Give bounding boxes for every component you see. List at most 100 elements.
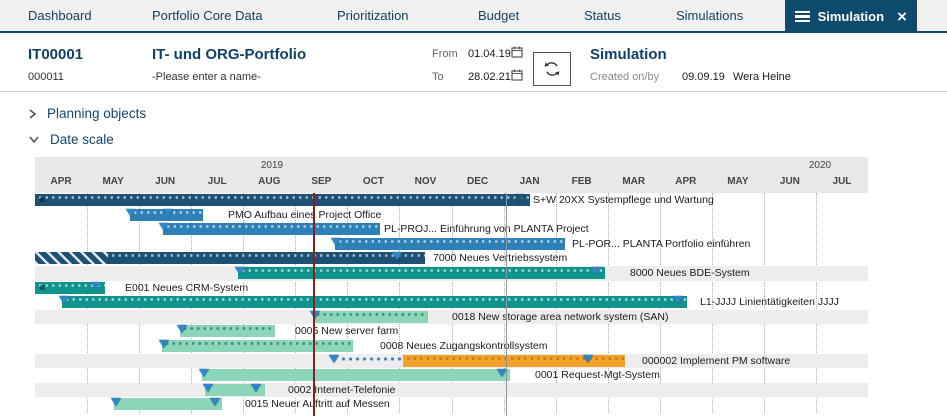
milestone-marker[interactable] [591,267,601,275]
milestone-marker[interactable] [497,369,507,378]
milestone-marker[interactable] [163,208,173,217]
gantt-bar[interactable] [313,310,428,323]
gantt-row: 0015 Neuer Auftritt auf Messen [35,397,868,412]
tab-simulation[interactable]: Simulation [785,0,917,33]
portfolio-name-placeholder[interactable]: -Please enter a name- [152,71,261,83]
month-label: JUL [207,176,227,187]
milestone-marker[interactable] [235,267,245,275]
gantt-bar[interactable] [340,354,403,367]
gantt-bar[interactable] [35,281,105,294]
gantt-row: 0005 New server farm [35,324,868,339]
milestone-marker[interactable] [59,296,69,305]
nav-items: Dashboard Portfolio Core Data Prioritizati… [0,0,785,33]
gantt-bar[interactable] [162,340,353,352]
gantt-bar[interactable] [114,398,222,411]
month-label: AUG [258,176,281,187]
bar-label: S+W 20XX Systempflege und Wartung [533,194,714,206]
bar-label: PL-PROJ... Einführung von PLANTA Project [384,223,589,236]
nav-item-prioritization[interactable]: Prioritization [337,8,409,23]
month-label: FEB [571,176,592,187]
month-label: JUN [779,176,800,187]
milestone-marker[interactable] [126,208,136,217]
bar-label: 7000 Neues Vertriebssystem [433,252,568,265]
bar-label: 0018 New storage area network system (SA… [452,310,669,323]
nav-item-portfolio-core-data[interactable]: Portfolio Core Data [152,8,263,23]
milestone-marker[interactable] [329,354,339,363]
milestone-marker[interactable] [159,223,169,232]
to-date-field[interactable]: 28.02.21 [468,71,511,83]
nav-item-dashboard[interactable]: Dashboard [28,8,92,23]
month-label: OCT [362,176,384,187]
gantt-row: 000002 Implement PM software [35,353,868,369]
created-label: Created on/by [590,71,660,83]
gantt-row: PL-PROJ... Einführung von PLANTA Project [35,222,868,237]
gantt-bar[interactable] [35,252,108,265]
nav-item-status[interactable]: Status [584,8,621,23]
gantt-bar[interactable] [35,194,530,206]
month-label: JAN [519,176,540,187]
gantt-bar[interactable] [62,296,687,309]
portfolio-code: 000011 [28,71,64,83]
gantt-bar[interactable] [108,252,425,265]
gantt-row: L1-JJJJ Linientätigkeiten JJJJ [35,295,868,310]
menu-icon[interactable] [795,11,810,22]
milestone-marker[interactable] [177,325,187,334]
month-gridline [711,193,713,413]
gantt-row: 0001 Request-Mgt-System [35,368,868,383]
gantt-bar[interactable] [403,354,625,367]
close-icon[interactable] [897,11,907,22]
clipped-bar-indicator: « [39,279,46,294]
gantt-row: 0008 Neues Zugangskontrollsystem [35,339,868,354]
calendar-icon[interactable] [511,69,523,81]
bar-label: 0001 Request-Mgt-System [535,369,660,382]
milestone-marker[interactable] [210,398,220,407]
milestone-marker[interactable] [331,237,341,246]
refresh-button[interactable] [533,52,571,86]
chevron-right-icon [29,108,37,119]
created-date: 09.09.19 [682,71,725,83]
gantt-bar[interactable] [238,267,605,279]
month-label: APR [50,176,72,187]
created-by: Wera Heine [733,71,791,83]
nav-item-simulations[interactable]: Simulations [676,8,744,23]
milestone-marker[interactable] [310,310,320,319]
milestone-marker[interactable] [392,252,402,261]
gantt-chart: 2019 2020 APR MAY JUN JUL AUG SEP OCT NOV DEC JAN FE… [35,157,868,416]
from-date-field[interactable]: 01.04.19 [468,48,511,60]
month-label: MAY [102,176,124,187]
gantt-rows: « S+W 20XX Systempflege und Wartung PMO Au… [35,192,868,416]
simulation-title: Simulation [590,46,667,63]
milestone-marker[interactable] [111,398,121,407]
milestone-marker[interactable] [203,383,213,392]
tab-label: Simulation [817,9,885,24]
gantt-bar[interactable] [335,237,565,250]
section-planning-objects[interactable]: Planning objects [28,106,146,121]
gantt-row: PMO Aufbau eines Project Office [35,208,868,223]
gantt-row: « S+W 20XX Systempflege und Wartung [35,192,868,208]
bar-label: 8000 Neues BDE-System [630,267,750,279]
milestone-marker[interactable] [673,296,683,305]
milestone-marker[interactable] [91,281,101,290]
gantt-timescale-header: 2019 2020 APR MAY JUN JUL AUG SEP OCT NOV DEC JAN FE… [35,157,868,193]
month-label: JUL [832,176,852,187]
bar-label: 000002 Implement PM software [642,354,791,367]
calendar-icon[interactable] [511,46,523,58]
top-navbar: Dashboard Portfolio Core Data Prioritizati… [0,0,947,33]
gantt-bar[interactable] [205,383,265,396]
gantt-row: PL-POR... PLANTA Portfolio einführen [35,237,868,252]
milestone-marker[interactable] [514,194,524,202]
gantt-bar[interactable] [180,325,275,338]
nav-item-budget[interactable]: Budget [478,8,520,23]
milestone-marker[interactable] [159,340,169,348]
bar-label: PL-POR... PLANTA Portfolio einführen [572,237,751,250]
gantt-bar[interactable] [163,223,380,236]
today-line [313,193,315,416]
milestone-marker[interactable] [251,383,261,392]
section-date-scale[interactable]: Date scale [28,132,114,147]
refresh-icon [544,62,560,76]
milestone-marker[interactable] [583,354,593,363]
gantt-bar[interactable] [202,369,510,382]
gantt-row: 7000 Neues Vertriebssystem [35,251,868,266]
milestone-marker[interactable] [199,369,209,378]
